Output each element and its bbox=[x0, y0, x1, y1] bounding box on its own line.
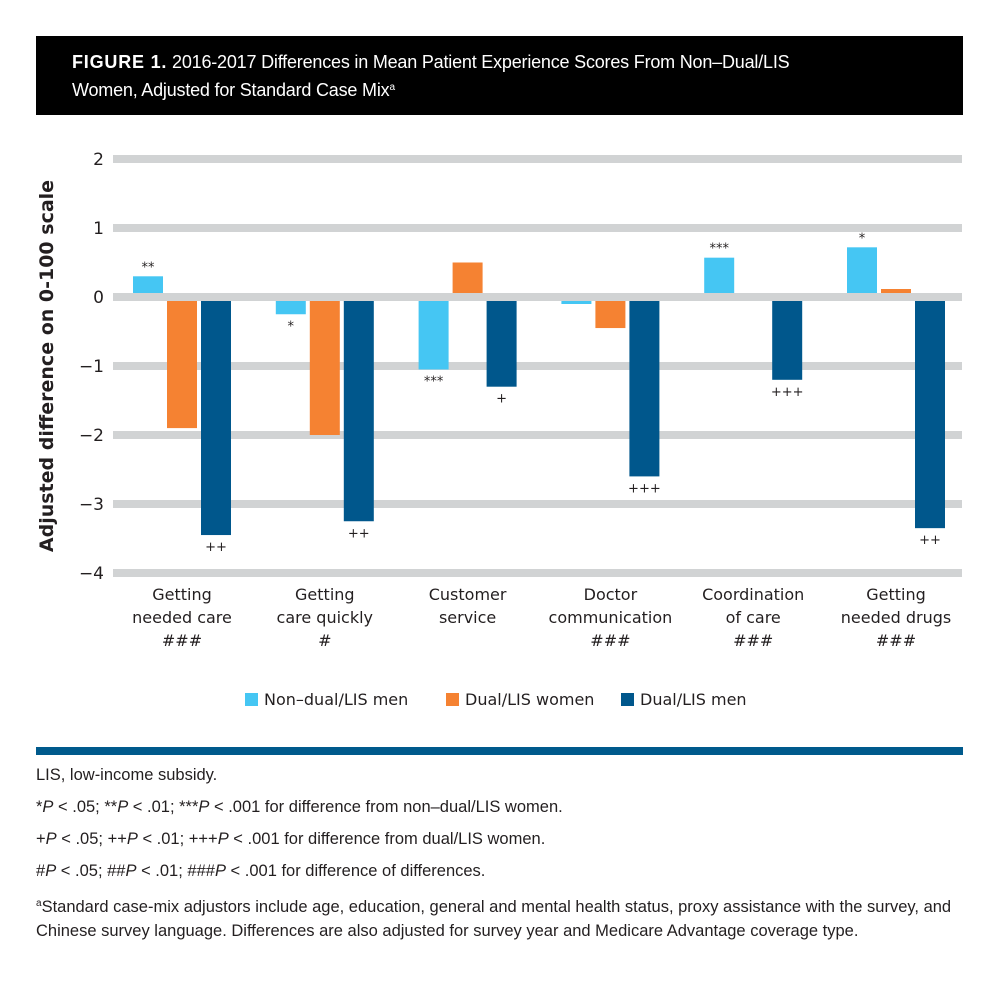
significance-marker: ++ bbox=[348, 526, 370, 541]
figure-notes: LIS, low-income subsidy. *P < .05; **P <… bbox=[36, 764, 966, 952]
significance-marker: +++ bbox=[771, 385, 804, 400]
y-tick-label: 1 bbox=[93, 219, 104, 239]
x-tick-label: care quickly bbox=[277, 608, 373, 627]
bar-dual-lis-men bbox=[629, 301, 660, 477]
figure-title-line-2: Women, Adjusted for Standard Case Mixa bbox=[72, 75, 963, 103]
bar-dual-lis-women bbox=[595, 301, 626, 329]
gridline bbox=[113, 224, 962, 232]
title-footnote-marker: a bbox=[389, 82, 395, 93]
x-tick-label: of care bbox=[726, 608, 781, 627]
significance-marker: ** bbox=[142, 260, 156, 275]
bars bbox=[133, 247, 945, 536]
significance-markers: **++*++***++++***+++*++ bbox=[142, 231, 941, 555]
x-tick-label: communication bbox=[549, 608, 673, 627]
gridline bbox=[113, 500, 962, 508]
bar-non-dual-lis-men bbox=[561, 301, 592, 304]
legend-swatch bbox=[245, 693, 258, 706]
bar-dual-lis-women bbox=[167, 301, 197, 429]
significance-marker: *** bbox=[709, 242, 729, 257]
gridline bbox=[113, 431, 962, 439]
legend-item-dual-lis-men: Dual/LIS men bbox=[621, 690, 747, 709]
gridline bbox=[113, 155, 962, 163]
bar-chart: 2 1 0 −1 −2 −3 −4 Adjusted difference on 0-100… bbox=[36, 150, 962, 650]
y-tick-label: −4 bbox=[79, 564, 104, 584]
hash-significance-note: #P < .05; ##P < .01; ###P < .001 for dif… bbox=[36, 862, 486, 880]
bar-dual-lis-women bbox=[309, 301, 340, 435]
difference-significance-marker: ### bbox=[162, 631, 202, 650]
y-tick-label: 0 bbox=[93, 288, 104, 308]
x-tick-label: Getting bbox=[866, 585, 926, 604]
legend-label: Dual/LIS men bbox=[640, 690, 747, 709]
gridline bbox=[113, 569, 962, 577]
legend-item-dual-lis-women: Dual/LIS women bbox=[446, 690, 594, 709]
legend: Non–dual/LIS men Dual/LIS women Dual/LIS… bbox=[0, 690, 999, 714]
bar-dual-lis-men bbox=[486, 301, 517, 387]
x-tick-label: Customer bbox=[429, 585, 507, 604]
bar-non-dual-lis-men bbox=[133, 276, 163, 293]
x-tick-label: Getting bbox=[152, 585, 212, 604]
abbreviation-note: LIS, low-income subsidy. bbox=[36, 766, 218, 784]
figure-header: FIGURE 1. 2016-2017 Differences in Mean … bbox=[36, 36, 963, 115]
x-tick-label: Coordination bbox=[702, 585, 804, 604]
significance-marker: *** bbox=[424, 374, 444, 389]
significance-marker: +++ bbox=[628, 481, 661, 496]
significance-marker: + bbox=[496, 392, 507, 407]
y-tick-label: −3 bbox=[79, 495, 104, 515]
bar-dual-lis-men bbox=[772, 301, 803, 380]
bar-non-dual-lis-men bbox=[275, 301, 306, 315]
bar-non-dual-lis-men bbox=[418, 301, 449, 370]
difference-significance-marker: ### bbox=[876, 631, 916, 650]
legend-item-non-dual-lis-men: Non–dual/LIS men bbox=[245, 690, 408, 709]
significance-marker: * bbox=[288, 319, 295, 334]
divider-rule bbox=[36, 747, 963, 755]
bar-dual-lis-men bbox=[201, 301, 231, 536]
difference-significance-marker: ### bbox=[733, 631, 773, 650]
x-tick-label: Getting bbox=[295, 585, 355, 604]
significance-marker: * bbox=[859, 231, 866, 246]
gridline bbox=[113, 362, 962, 370]
difference-significance-marker: ### bbox=[590, 631, 630, 650]
significance-marker: ++ bbox=[205, 540, 227, 555]
y-tick-label: −2 bbox=[79, 426, 104, 446]
figure-title-line-1: FIGURE 1. 2016-2017 Differences in Mean … bbox=[72, 49, 963, 75]
legend-swatch bbox=[446, 693, 459, 706]
gridline bbox=[113, 293, 962, 301]
y-axis-ticks: 2 1 0 −1 −2 −3 −4 bbox=[79, 150, 104, 584]
bar-non-dual-lis-men bbox=[704, 257, 735, 293]
bar-non-dual-lis-men bbox=[847, 247, 877, 293]
x-tick-label: needed drugs bbox=[841, 608, 951, 627]
legend-swatch bbox=[621, 693, 634, 706]
x-tick-label: service bbox=[439, 608, 496, 627]
bar-dual-lis-men bbox=[343, 301, 374, 522]
plus-significance-note: +P < .05; ++P < .01; +++P < .001 for dif… bbox=[36, 830, 546, 848]
category-labels: Getting needed care ### Getting care quickly… bbox=[132, 585, 951, 650]
bar-dual-lis-men bbox=[915, 301, 945, 529]
legend-label: Non–dual/LIS men bbox=[264, 690, 409, 709]
case-mix-footnote: aStandard case-mix adjustors include age… bbox=[36, 898, 952, 940]
legend-label: Dual/LIS women bbox=[465, 690, 595, 709]
bar-dual-lis-women bbox=[881, 289, 911, 293]
significance-marker: ++ bbox=[919, 533, 941, 548]
figure-title-part-1: 2016-2017 Differences in Mean Patient Ex… bbox=[167, 52, 790, 72]
x-tick-label: needed care bbox=[132, 608, 232, 627]
y-tick-label: −1 bbox=[79, 357, 104, 377]
figure-title-part-2: Women, Adjusted for Standard Case Mix bbox=[72, 80, 390, 100]
bar-dual-lis-women bbox=[452, 262, 483, 293]
footnote-marker: a bbox=[36, 898, 42, 909]
difference-significance-marker: # bbox=[318, 631, 331, 650]
y-axis-label: Adjusted difference on 0-100 scale bbox=[36, 180, 58, 552]
star-significance-note: *P < .05; **P < .01; ***P < .001 for dif… bbox=[36, 798, 563, 816]
x-tick-label: Doctor bbox=[584, 585, 638, 604]
y-tick-label: 2 bbox=[93, 150, 104, 170]
gridlines bbox=[113, 155, 962, 577]
figure-label: FIGURE 1. bbox=[72, 52, 168, 72]
